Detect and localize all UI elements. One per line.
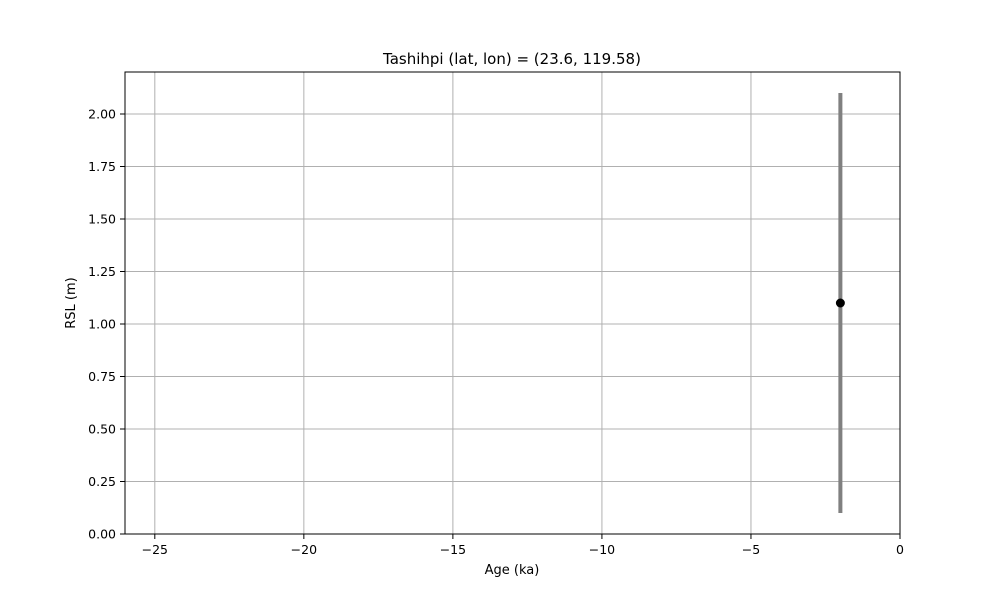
x-tick-label: −5 xyxy=(742,542,760,557)
data-layer xyxy=(835,93,845,513)
y-tick-label: 1.75 xyxy=(88,159,116,174)
y-ticks: 0.00 0.25 0.50 0.75 1.00 1.25 1.50 1.75 2.00 xyxy=(88,107,125,542)
data-point xyxy=(835,298,845,308)
grid-layer xyxy=(125,72,901,535)
chart-title: Tashihpi (lat, lon) = (23.6, 119.58) xyxy=(382,50,641,68)
x-tick-label: 0 xyxy=(896,542,904,557)
y-axis-label: RSL (m) xyxy=(64,277,79,328)
plot-frame xyxy=(124,71,901,535)
x-tick-label: −25 xyxy=(142,542,168,557)
y-tick-label: 1.50 xyxy=(88,212,116,227)
y-tick-label: 0.25 xyxy=(88,474,116,489)
x-tick-label: −15 xyxy=(440,542,466,557)
x-tick-label: −10 xyxy=(589,542,615,557)
x-tick-label: −20 xyxy=(291,542,317,557)
x-ticks: −25 −20 −15 −10 −5 0 xyxy=(142,534,904,557)
x-axis-label: Age (ka) xyxy=(485,563,540,578)
y-tick-label: 1.25 xyxy=(88,264,116,279)
y-tick-label: 0.50 xyxy=(88,422,116,437)
y-tick-label: 2.00 xyxy=(88,107,116,122)
y-tick-label: 1.00 xyxy=(88,317,116,332)
y-tick-label: 0.00 xyxy=(88,527,116,542)
y-tick-label: 0.75 xyxy=(88,369,116,384)
